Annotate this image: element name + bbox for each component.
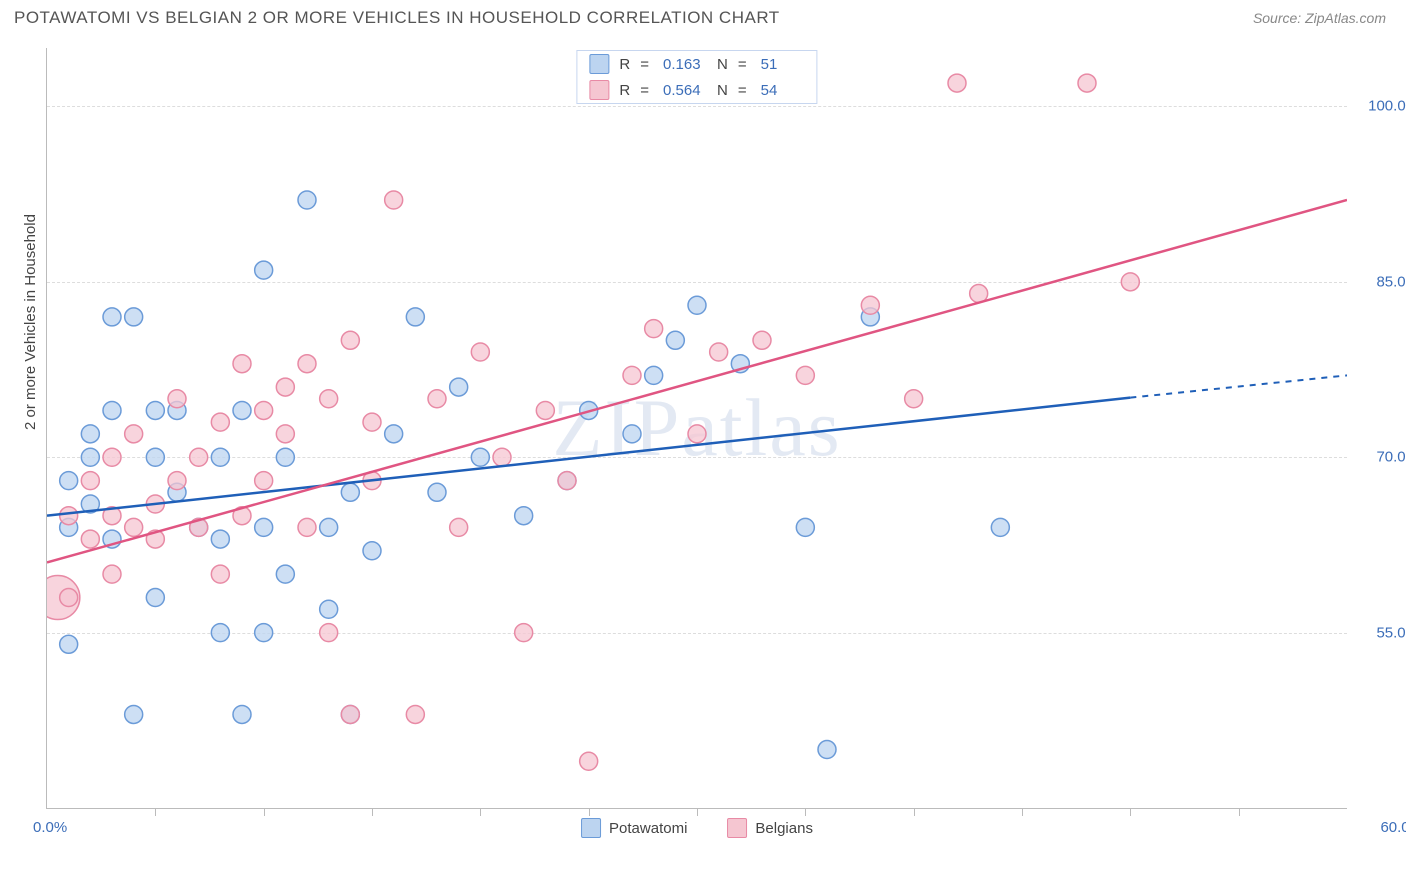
swatch-potawatomi — [589, 54, 609, 74]
chart-source: Source: ZipAtlas.com — [1253, 10, 1386, 26]
chart-plot-area: ZIPatlas R = 0.163 N = 51 R = 0.564 N = … — [46, 48, 1347, 809]
legend-row-belgians: R = 0.564 N = 54 — [577, 77, 816, 103]
y-tick-label: 55.0% — [1376, 624, 1406, 641]
n-value-0: 51 — [761, 56, 805, 73]
legend-label-1: Belgians — [755, 820, 813, 837]
x-axis-max: 60.0% — [1380, 819, 1406, 836]
y-axis-label: 2 or more Vehicles in Household — [22, 214, 39, 430]
legend-label-0: Potawatomi — [609, 820, 687, 837]
y-tick-label: 100.0% — [1368, 98, 1406, 115]
r-value-1: 0.564 — [663, 82, 707, 99]
scatter-svg — [47, 48, 1347, 808]
legend-swatch-1 — [727, 818, 747, 838]
legend-item-belgians: Belgians — [727, 818, 813, 838]
legend-stats: R = 0.163 N = 51 R = 0.564 N = 54 — [576, 50, 817, 104]
legend-row-potawatomi: R = 0.163 N = 51 — [577, 51, 816, 77]
y-tick-label: 70.0% — [1376, 449, 1406, 466]
n-label: N — [717, 56, 728, 73]
n-value-1: 54 — [761, 82, 805, 99]
swatch-belgians — [589, 80, 609, 100]
chart-title: POTAWATOMI VS BELGIAN 2 OR MORE VEHICLES… — [14, 8, 780, 28]
chart-header: POTAWATOMI VS BELGIAN 2 OR MORE VEHICLES… — [0, 0, 1406, 36]
legend-swatch-0 — [581, 818, 601, 838]
legend-series: Potawatomi Belgians — [581, 818, 813, 838]
legend-item-potawatomi: Potawatomi — [581, 818, 687, 838]
x-axis-min: 0.0% — [33, 819, 67, 836]
r-value-0: 0.163 — [663, 56, 707, 73]
r-label: R — [619, 56, 630, 73]
y-tick-label: 85.0% — [1376, 273, 1406, 290]
